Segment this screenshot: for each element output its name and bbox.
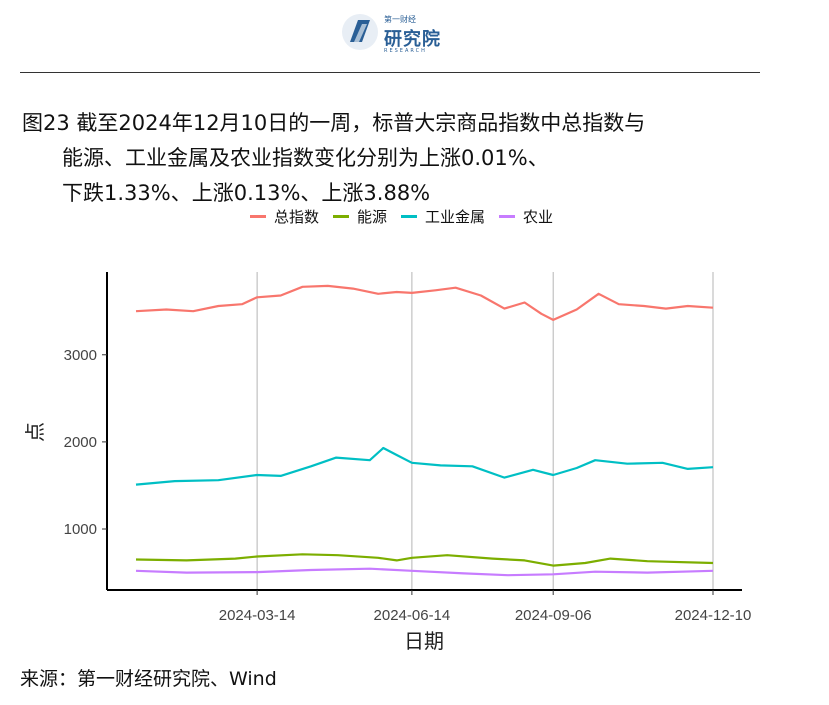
series-line-total	[135, 284, 714, 321]
x-tick-label: 2024-06-14	[374, 607, 451, 624]
x-axis-title: 日期	[404, 629, 444, 653]
logo-subtitle: RESEARCH	[384, 48, 427, 54]
series-line-agriculture	[135, 567, 714, 577]
legend-key-energy	[333, 215, 350, 218]
x-tick-label: 2024-09-06	[515, 607, 592, 624]
figure-title: 图23 截至2024年12月10日的一周，标普大宗商品指数中总指数与 能源、工业…	[22, 106, 802, 211]
legend-key-agriculture	[499, 215, 516, 218]
y-tick-label: 2000	[64, 434, 97, 451]
legend-label-energy: 能源	[357, 208, 388, 226]
legend-key-industrial-metals	[401, 215, 418, 218]
legend-label-industrial-metals: 工业金属	[425, 208, 486, 226]
y-axis-title: 点	[23, 422, 47, 442]
y-tick-label: 1000	[64, 521, 97, 538]
legend-key-total	[250, 215, 266, 218]
figure-title-line-3: 下跌1.33%、上涨0.13%、上涨3.88%	[62, 181, 431, 205]
header-divider	[20, 72, 760, 73]
logo-top-text: 第一财经	[384, 15, 416, 24]
legend-item-agriculture: 农业	[499, 206, 553, 227]
series-line-energy	[135, 553, 714, 567]
chart-legend: 总指数 能源 工业金属 农业	[250, 206, 567, 227]
legend-label-total: 总指数	[274, 208, 320, 226]
legend-item-total: 总指数	[250, 206, 319, 227]
source-note: 来源：第一财经研究院、Wind	[20, 668, 277, 690]
gridlines	[256, 272, 714, 590]
figure-title-line-1: 图23 截至2024年12月10日的一周，标普大宗商品指数中总指数与	[22, 111, 646, 135]
series-line-industrial-metals	[135, 446, 714, 486]
tick-layer: 2024-03-14 2024-06-14 2024-09-06 2024-12-10…	[64, 347, 752, 624]
logo-emblem-icon	[342, 14, 378, 50]
legend-label-agriculture: 农业	[523, 208, 554, 226]
series-layer	[135, 284, 714, 577]
legend-item-industrial-metals: 工业金属	[401, 206, 485, 227]
legend-item-energy: 能源	[333, 206, 387, 227]
research-logo: 第一财经 研究院 RESEARCH	[340, 12, 450, 58]
x-tick-label: 2024-03-14	[219, 607, 296, 624]
x-tick-label: 2024-12-10	[675, 607, 752, 624]
y-tick-label: 3000	[64, 347, 97, 364]
figure-title-line-2: 能源、工业金属及农业指数变化分别为上涨0.01%、	[62, 146, 549, 170]
logo-name: 研究院	[384, 29, 441, 50]
